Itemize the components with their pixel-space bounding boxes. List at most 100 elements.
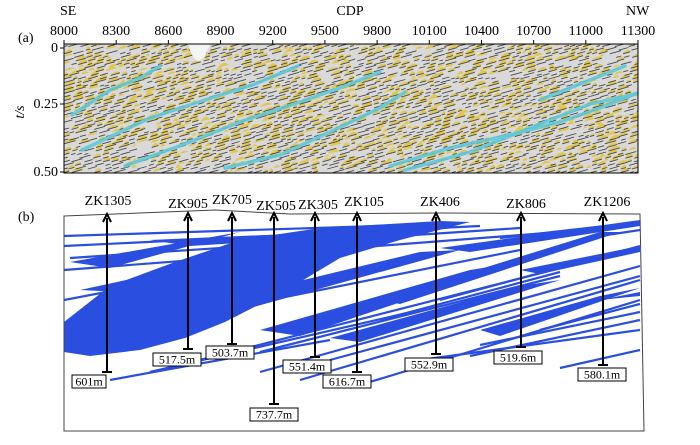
borehole-zk305: ZK305 551.4m: [282, 198, 338, 374]
borehole-zk505: ZK505 737.7m: [249, 199, 299, 422]
depth-label-box: [322, 374, 372, 389]
coal-seams: [64, 220, 641, 390]
coal-seam-line: [259, 264, 641, 374]
cdp-tick-label: 9800: [363, 24, 391, 39]
cdp-tick-label: 8600: [154, 24, 182, 39]
borehole-zk705: ZK705 503.7m: [205, 193, 255, 360]
borehole-name: ZK305: [298, 198, 338, 213]
cdp-tick-label: 10400: [464, 24, 499, 39]
borehole-name: ZK505: [256, 199, 296, 214]
coal-seam-line: [64, 238, 381, 302]
borehole-depth: 552.9m: [411, 358, 448, 372]
borehole-depth: 519.6m: [500, 351, 537, 365]
borehole-zk1206: ZK1206 580.1m: [577, 195, 631, 382]
coal-seam-line: [349, 298, 641, 390]
cdp-tick-label: 9200: [259, 24, 287, 39]
seismic-wiggle-traces: [64, 44, 638, 173]
borehole-arrow-icon: [598, 210, 608, 222]
coal-seam-line: [329, 274, 641, 362]
borehole-zk1305: ZK1305 601m: [71, 194, 131, 389]
coal-seam-lens: [330, 280, 560, 342]
seismic-horizon: [123, 70, 382, 168]
panel-a-label: (a): [18, 31, 34, 46]
time-axis-title: t/s: [13, 105, 28, 119]
coal-seam-line: [69, 226, 521, 260]
panel-a: (a) SE NW CDP 8000 8300 8600 8900 9200 9500 98…: [13, 4, 655, 180]
borehole-arrow-icon: [352, 210, 362, 222]
coal-seam-line: [439, 244, 641, 302]
borehole-arrow-icon: [102, 211, 112, 223]
time-tick-label: 0.50: [34, 165, 59, 180]
borehole-name: ZK1206: [584, 195, 631, 210]
cdp-tick-label: 10100: [412, 24, 447, 39]
coal-seam-mass: [64, 221, 470, 356]
borehole-name: ZK406: [420, 195, 460, 210]
cdp-axis-title: CDP: [336, 4, 363, 19]
depth-label-box: [404, 357, 454, 372]
seismic-frame: [63, 43, 639, 174]
coal-seam-line: [64, 222, 441, 238]
borehole-arrow-icon: [431, 210, 441, 222]
borehole-zk905: ZK905 517.5m: [152, 197, 208, 367]
direction-label-se: SE: [60, 4, 76, 19]
coal-seam-line: [559, 348, 641, 370]
section-outline: [63, 209, 645, 432]
borehole-depth: 551.4m: [289, 360, 326, 374]
coal-seam-line: [379, 270, 561, 322]
seismic-gap: [188, 44, 210, 61]
borehole-name: ZK105: [344, 195, 384, 210]
depth-label-box: [152, 352, 202, 367]
coal-seam-lens: [600, 292, 640, 300]
seismic-amplitude-fill: [64, 44, 638, 172]
borehole-arrow-icon: [227, 210, 237, 222]
time-tick-label: 0.25: [34, 97, 59, 112]
seismic-section: [64, 44, 638, 173]
coal-seam-lens: [80, 236, 330, 292]
borehole-name: ZK705: [212, 193, 252, 208]
borehole-arrow-icon: [516, 210, 526, 222]
coal-seam-line: [539, 302, 641, 332]
coal-seam-line: [109, 338, 331, 382]
borehole-arrow-icon: [310, 210, 320, 222]
cdp-tick-label: 9500: [311, 24, 339, 39]
borehole-depth: 616.7m: [329, 375, 366, 389]
seismic-horizon: [70, 64, 162, 117]
seismic-horizon: [223, 90, 407, 170]
cdp-tick-label: 8300: [102, 24, 130, 39]
coal-seam-line: [119, 248, 521, 332]
seismic-horizon: [388, 90, 638, 168]
borehole-depth: 601m: [75, 375, 103, 389]
boreholes: ZK1305 601m ZK905 517.5m ZK705 503.7m ZK505 737…: [71, 193, 631, 422]
depth-label-box: [71, 374, 107, 389]
coal-seam-line: [64, 224, 481, 248]
panel-b: (b) ZK1305601mZK905517.5mZK705503.7mZK50…: [18, 193, 645, 432]
coal-seam-lens: [220, 250, 460, 308]
borehole-name: ZK905: [168, 197, 208, 212]
coal-seam-lens: [380, 232, 620, 304]
cdp-tick-label: 11000: [569, 24, 603, 39]
seismic-horizon: [538, 64, 627, 102]
borehole-arrow-icon: [183, 210, 193, 222]
borehole-name: ZK806: [506, 197, 546, 212]
cdp-tick-labels: 8000 8300 8600 8900 9200 9500 9800 10100 10400 10…: [50, 24, 655, 44]
cdp-tick-label: 10700: [516, 24, 551, 39]
seismic-horizons: [70, 64, 638, 172]
borehole-depth: 517.5m: [159, 353, 196, 367]
borehole-zk806: ZK806 519.6m: [493, 197, 546, 365]
seismic-horizon: [403, 92, 638, 172]
borehole-arrow-icon: [269, 210, 279, 222]
coal-seam-line: [259, 274, 561, 354]
depth-label-box: [282, 359, 332, 374]
borehole-depth: 737.7m: [256, 408, 293, 422]
depth-label-box: [493, 350, 543, 365]
borehole-zk105: ZK105 616.7m: [322, 195, 384, 389]
panel-b-label: (b): [18, 210, 35, 225]
coal-seam-line: [479, 310, 641, 347]
time-tick-labels: 0 0.25 0.50: [34, 41, 64, 180]
borehole-depth: 503.7m: [212, 346, 249, 360]
depth-label-box: [205, 345, 255, 360]
depth-label-box: [577, 367, 627, 382]
seismic-horizon: [80, 64, 300, 152]
borehole-zk406: ZK406 552.9m: [404, 195, 460, 372]
